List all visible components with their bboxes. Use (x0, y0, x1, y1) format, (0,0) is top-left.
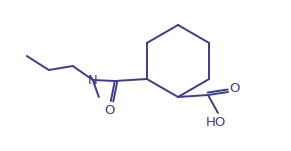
Text: HO: HO (206, 116, 226, 129)
Text: O: O (229, 82, 239, 95)
Text: N: N (88, 74, 98, 87)
Text: O: O (104, 103, 115, 117)
